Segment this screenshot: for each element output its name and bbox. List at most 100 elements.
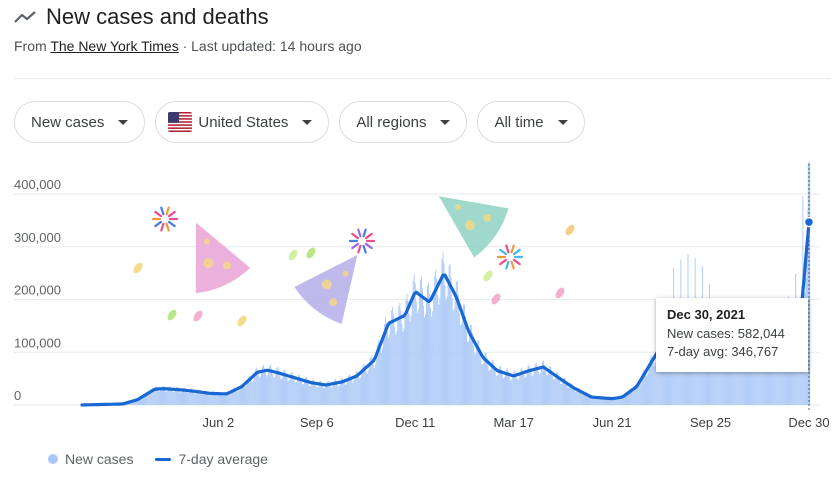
new-cases-bar (508, 371, 510, 405)
new-cases-bar (277, 367, 279, 405)
new-cases-bar (616, 398, 618, 405)
new-cases-bar (363, 363, 365, 405)
new-cases-bar (498, 366, 500, 405)
new-cases-bar (528, 364, 530, 405)
new-cases-bar (462, 304, 464, 405)
new-cases-bar (613, 397, 615, 405)
page-title: New cases and deaths (46, 4, 269, 29)
new-cases-bar (585, 392, 586, 405)
trending-line-icon (14, 11, 36, 23)
new-cases-bar (312, 379, 314, 405)
new-cases-bar (597, 398, 599, 405)
firework-ray (364, 242, 373, 250)
new-cases-bar (553, 379, 555, 405)
new-cases-bar (214, 394, 216, 405)
new-cases-bar (758, 351, 760, 405)
new-cases-bar (487, 365, 489, 405)
new-cases-bar (648, 366, 650, 405)
new-cases-bar (579, 390, 581, 405)
new-cases-bar (281, 378, 283, 405)
new-cases-bar (297, 375, 299, 405)
y-tick-label: 0 (14, 388, 21, 403)
time-range-dropdown[interactable]: All time (477, 101, 585, 143)
new-cases-bar (232, 390, 234, 405)
new-cases-bar (488, 370, 490, 405)
new-cases-bar (783, 357, 785, 405)
new-cases-bar (170, 387, 172, 405)
party-hat-spot (455, 204, 462, 211)
confetti-piece (565, 224, 575, 236)
firework-ray (499, 248, 508, 256)
new-cases-bar (204, 390, 206, 405)
new-cases-bar (588, 396, 589, 405)
new-cases-bar (263, 365, 264, 405)
new-cases-bar (485, 352, 487, 405)
new-cases-bar (429, 294, 431, 405)
cases-chart[interactable]: 400,000 300,000 200,000 100,000 0 Jun 2 Sep 6… (0, 150, 832, 440)
new-cases-bar (307, 379, 309, 405)
confetti-piece (133, 262, 143, 274)
new-cases-bar (458, 313, 460, 405)
x-tick-label: Dec 11 (395, 415, 435, 430)
metric-dropdown[interactable]: New cases (14, 101, 146, 143)
new-cases-bar (222, 394, 223, 405)
party-hat-spot (329, 298, 338, 307)
new-cases-bar (245, 385, 247, 405)
new-cases-bar (764, 350, 766, 405)
new-cases-bar (510, 380, 512, 405)
firework-ray (154, 210, 163, 218)
new-cases-bar (603, 399, 605, 405)
new-cases-bar (770, 356, 772, 405)
new-cases-bar (646, 375, 648, 405)
new-cases-bar (492, 360, 494, 405)
new-cases-bar (653, 365, 655, 405)
new-cases-bar (720, 353, 722, 405)
location-dropdown[interactable]: United States (155, 101, 330, 143)
new-cases-bar (285, 372, 287, 405)
party-hat-icon (294, 255, 358, 324)
new-cases-bar (521, 367, 523, 405)
new-cases-bar (346, 383, 348, 405)
y-tick-label: 200,000 (14, 283, 61, 298)
new-cases-bar (167, 388, 169, 405)
firework-ray (512, 258, 521, 266)
firework-ray (362, 244, 367, 254)
new-cases-bar (724, 360, 726, 405)
firework-ray (512, 248, 521, 256)
new-cases-bar (190, 388, 192, 405)
new-cases-bar (675, 342, 677, 405)
new-cases-bar (634, 388, 636, 405)
new-cases-bar (370, 355, 372, 405)
new-cases-bar (162, 385, 164, 405)
new-cases-bar (360, 376, 362, 405)
new-cases-bar (373, 368, 375, 405)
tooltip-cases: New cases: 582,044 (667, 326, 785, 341)
new-cases-bar (421, 288, 423, 405)
new-cases-bar (746, 368, 747, 405)
new-cases-bar (767, 360, 769, 405)
new-cases-bar (324, 387, 326, 405)
new-cases-bar (275, 372, 277, 405)
new-cases-bar (777, 355, 779, 405)
new-cases-bar (451, 298, 453, 405)
new-cases-bar (389, 334, 391, 405)
new-cases-bar (273, 377, 275, 405)
source-link[interactable]: The New York Times (50, 38, 179, 54)
source-prefix: From (14, 38, 51, 54)
new-cases-bar (601, 397, 603, 405)
new-cases-bar (294, 382, 296, 405)
new-cases-bar (239, 387, 241, 405)
region-dropdown[interactable]: All regions (339, 101, 468, 143)
new-cases-bar (789, 350, 790, 405)
new-cases-bar (640, 383, 642, 405)
new-cases-bar (179, 392, 181, 405)
new-cases-bar (401, 323, 403, 405)
new-cases-bar (262, 366, 263, 405)
new-cases-bar (372, 364, 374, 405)
new-cases-bar (242, 384, 244, 405)
new-cases-bar (472, 333, 474, 405)
new-cases-bar (392, 306, 394, 405)
new-cases-bar (454, 294, 456, 405)
new-cases-bar (762, 364, 764, 405)
new-cases-bar (482, 364, 484, 405)
